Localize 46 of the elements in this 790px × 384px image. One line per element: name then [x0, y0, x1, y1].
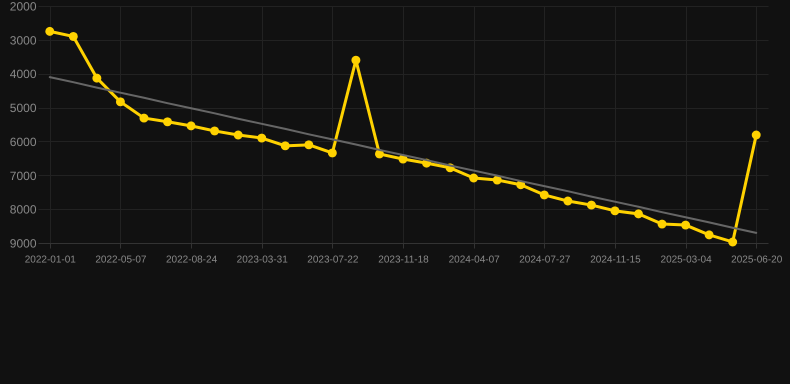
x-tick-label: 2022-01-01 — [24, 254, 76, 266]
point — [728, 238, 738, 246]
point — [280, 141, 290, 150]
point — [257, 134, 266, 143]
point — [163, 117, 172, 126]
point — [704, 230, 714, 240]
x-tick-label: 2025-03-04 — [660, 254, 712, 266]
x-tick-label: 2024-07-27 — [519, 254, 571, 266]
point — [45, 26, 54, 36]
point — [328, 148, 337, 158]
line-series — [48, 76, 758, 234]
point — [469, 174, 478, 182]
x-tick-label: 2024-11-15 — [590, 254, 642, 266]
point — [563, 196, 572, 206]
point — [492, 176, 502, 184]
y-tick-label: 5000 — [10, 101, 37, 116]
x-tick-label: 2022-08-24 — [166, 254, 218, 266]
point — [634, 209, 643, 218]
point — [116, 97, 125, 106]
point — [752, 130, 761, 140]
point — [610, 206, 620, 216]
point — [540, 190, 549, 200]
point — [68, 32, 78, 41]
point — [210, 126, 220, 136]
y-tick-label: 9000 — [10, 236, 37, 250]
x-tick-label: 2023-03-31 — [236, 254, 288, 266]
point — [186, 121, 196, 130]
x-tick-label: 2022-05-07 — [95, 254, 147, 266]
point — [586, 200, 596, 210]
point — [351, 56, 360, 65]
y-tick-label: 7000 — [10, 168, 37, 183]
x-tick-label: 2025-06-20 — [731, 254, 783, 266]
point — [304, 140, 314, 150]
y-tick-label: 2000 — [10, 0, 37, 14]
x-tick-label: 2023-11-18 — [378, 254, 430, 266]
point — [234, 130, 243, 140]
point — [681, 220, 690, 230]
y-tick-label: 6000 — [10, 134, 37, 149]
y-tick-label: 8000 — [10, 202, 37, 217]
x-tick-label: 2023-07-22 — [307, 254, 359, 266]
point — [658, 220, 667, 229]
point — [92, 74, 102, 83]
y-tick-label: 4000 — [10, 67, 37, 82]
y-tick-label: 3000 — [10, 33, 37, 48]
point — [139, 114, 148, 123]
x-tick-label: 2024-04-07 — [448, 254, 500, 266]
